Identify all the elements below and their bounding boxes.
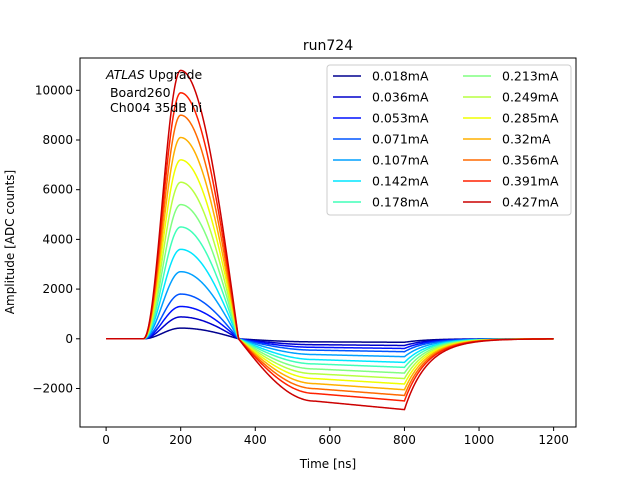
x-tick-label: 1000 — [464, 433, 495, 447]
legend-label: 0.213mA — [502, 69, 559, 84]
series-lines — [106, 69, 554, 411]
annotation-upgrade: Upgrade — [145, 67, 203, 82]
y-tick-label: 10000 — [35, 83, 73, 97]
annotation-atlas: ATLAS — [105, 67, 145, 82]
legend-label: 0.285mA — [502, 111, 559, 126]
plot-frame — [79, 57, 577, 428]
legend-label: 0.036mA — [372, 90, 429, 105]
legend-label: 0.249mA — [502, 90, 559, 105]
annotation: ATLAS Upgrade Board260 Ch004 35dB hi — [105, 67, 202, 115]
legend-label: 0.107mA — [372, 153, 429, 168]
legend: 0.018mA 0.036mA 0.053mA 0.071mA 0.107mA 0.142… — [326, 64, 572, 216]
legend-label: 0.356mA — [502, 153, 559, 168]
x-tick-label: 400 — [244, 433, 267, 447]
series-line — [106, 226, 554, 369]
legend-label: 0.427mA — [502, 195, 559, 210]
x-tick-label: 200 — [169, 433, 192, 447]
legend-label: 0.178mA — [372, 195, 429, 210]
y-tick-label: 4000 — [42, 232, 73, 246]
x-tick-label: 600 — [318, 433, 341, 447]
legend-label: 0.391mA — [502, 174, 559, 189]
y-tick-label: −2000 — [32, 381, 73, 395]
x-tick-label: 0 — [102, 433, 110, 447]
x-axis: 0 200 400 600 800 1000 1200 — [102, 427, 569, 447]
legend-label: 0.142mA — [372, 174, 429, 189]
annotation-board: Board260 — [106, 85, 171, 100]
y-tick-label: 0 — [65, 332, 73, 346]
series-line — [106, 293, 554, 353]
y-tick-label: 6000 — [42, 183, 73, 197]
y-tick-label: 8000 — [42, 133, 73, 147]
y-axis: −2000 0 2000 4000 6000 8000 10000 — [32, 83, 80, 395]
legend-label: 0.071mA — [372, 132, 429, 147]
y-tick-label: 2000 — [42, 282, 73, 296]
y-axis-label: Amplitude [ADC counts] — [3, 170, 17, 314]
annotation-channel: Ch004 35dB hi — [106, 100, 202, 115]
legend-label: 0.32mA — [502, 132, 551, 147]
series-line — [106, 69, 554, 411]
x-axis-label: Time [ns] — [299, 457, 356, 471]
x-tick-label: 800 — [393, 433, 416, 447]
svg-text:ATLAS Upgrade: ATLAS Upgrade — [105, 67, 202, 82]
legend-label: 0.018mA — [372, 69, 429, 84]
series-line — [106, 270, 554, 358]
x-tick-label: 1200 — [538, 433, 569, 447]
chart-title: run724 — [303, 38, 353, 54]
legend-box — [326, 64, 572, 216]
legend-label: 0.053mA — [372, 111, 429, 126]
